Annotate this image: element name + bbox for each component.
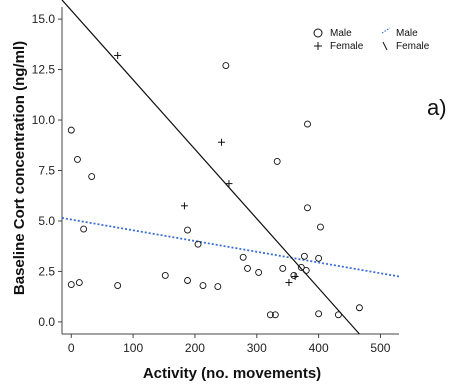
- fit-line-male: [61, 217, 400, 278]
- legend-male-line-label: Male: [396, 28, 418, 39]
- fit-line-female: [61, 0, 360, 335]
- data-point-male: [67, 126, 75, 134]
- x-tick-label: 100: [123, 341, 143, 355]
- y-axis-title: Baseline Cort concentration (ng/ml): [11, 41, 28, 295]
- data-point-male: [161, 272, 169, 279]
- data-point-male: [67, 281, 75, 288]
- data-point-male: [302, 266, 310, 274]
- data-point-male: [184, 277, 191, 284]
- legend-male-circle-label: Male: [330, 28, 352, 39]
- data-point-male: [355, 304, 363, 312]
- x-tick-label: 400: [309, 341, 329, 355]
- y-tick-label: 12.5: [32, 63, 56, 77]
- data-point-female: [291, 272, 299, 280]
- y-tick-label: 7.5: [38, 164, 55, 178]
- legend-male-line-marker: [381, 27, 391, 34]
- data-point-male: [334, 311, 342, 319]
- data-point-male: [80, 225, 88, 233]
- data-point-male: [271, 311, 279, 319]
- data-point-male: [279, 264, 287, 272]
- data-point-female: [285, 279, 293, 287]
- y-tick-label: 15.0: [32, 12, 56, 26]
- data-point-male: [290, 272, 298, 279]
- data-point-male: [222, 62, 230, 69]
- x-axis-ticks: 0 100 200 300 400 500: [68, 334, 391, 355]
- y-tick-label: 0.0: [38, 315, 55, 329]
- y-tick-label: 5.0: [38, 214, 55, 228]
- data-point-male: [304, 120, 311, 128]
- data-point-male: [317, 223, 324, 231]
- data-point-male: [297, 263, 305, 271]
- data-point-male: [255, 268, 263, 276]
- y-tick-label: 10.0: [32, 113, 56, 127]
- data-point-male: [75, 279, 83, 286]
- data-point-female: [114, 51, 122, 59]
- data-point-female: [180, 202, 188, 210]
- panel-label: a): [427, 95, 447, 120]
- data-point-male: [315, 254, 323, 262]
- data-point-male: [266, 311, 274, 319]
- data-point-male: [304, 204, 311, 212]
- legend-male-circle-marker: [313, 28, 323, 38]
- data-point-male: [199, 282, 207, 290]
- x-tick-label: 300: [247, 341, 267, 355]
- data-point-male: [214, 283, 222, 291]
- data-point-male: [315, 310, 323, 318]
- data-point-female: [225, 180, 233, 188]
- legend: Male Male Female Female: [313, 27, 430, 52]
- legend-female-line-label: Female: [396, 41, 430, 52]
- data-point-male: [300, 252, 308, 260]
- data-point-male: [239, 253, 247, 261]
- x-axis-title: Activity (no. movements): [143, 365, 321, 382]
- x-tick-label: 200: [185, 341, 205, 355]
- data-point-male: [88, 173, 96, 181]
- data-point-male: [273, 157, 281, 165]
- y-tick-label: 2.5: [38, 264, 55, 278]
- data-point-male: [194, 240, 202, 248]
- legend-female-plus-label: Female: [330, 41, 364, 52]
- y-axis-ticks: 0.0 2.5 5.0 7.5 10.0 12.5 15.0: [32, 12, 62, 329]
- data-point-female: [218, 138, 226, 146]
- x-tick-label: 500: [370, 341, 390, 355]
- data-point-male: [74, 155, 81, 163]
- data-point-male: [114, 282, 122, 290]
- x-tick-label: 0: [68, 341, 75, 355]
- data-points: [67, 51, 363, 319]
- legend-female-line-marker: [382, 41, 388, 51]
- data-point-male: [184, 226, 191, 234]
- legend-female-plus-marker: [314, 42, 322, 50]
- fit-lines: [61, 0, 400, 335]
- data-point-male: [244, 264, 251, 272]
